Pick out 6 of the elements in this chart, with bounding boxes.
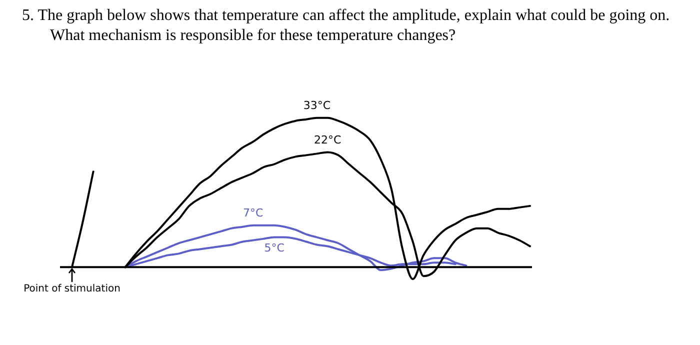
text: Point of stimulation [24, 284, 120, 295]
series-label: 5°C [264, 242, 285, 255]
series-label: 22°C [314, 134, 342, 147]
series-label: 33°C [303, 99, 331, 112]
chart-title: 5. The graph below shows that temperature can affect the amplitude, explain what could be going on. What mechanism is responsible for these temperature changes? [22, 6, 671, 46]
series-label: 7°C [242, 206, 264, 220]
